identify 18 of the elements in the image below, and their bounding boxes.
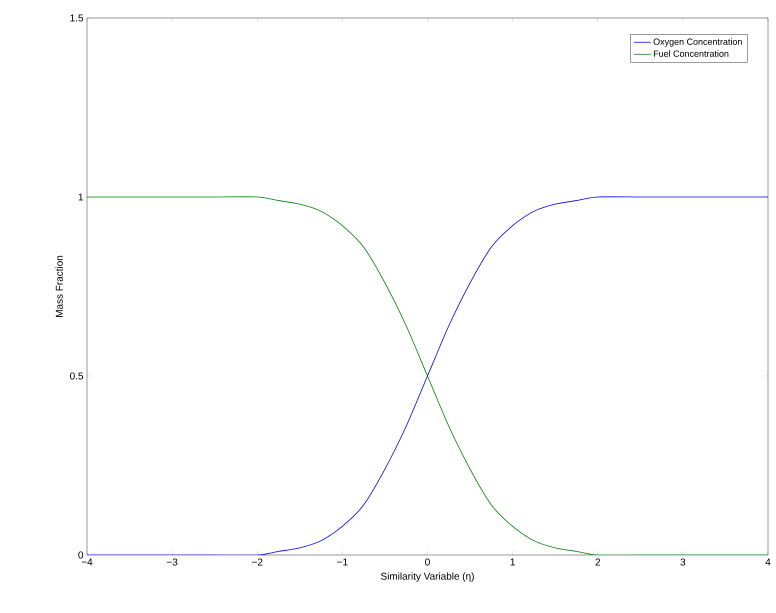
- x-tick-label: 1: [510, 558, 515, 566]
- legend-label: Oxygen Concentration: [654, 38, 742, 47]
- line-series: [87, 196, 768, 555]
- y-axis-title: Mass Fraction: [55, 256, 63, 317]
- x-tick-label: 0: [425, 558, 430, 566]
- x-tick-label: −1: [337, 558, 348, 566]
- x-axis-title: Similarity Variable (η): [380, 572, 474, 582]
- x-tick-label: 4: [765, 558, 770, 566]
- y-tick-label: 1.5: [70, 14, 84, 22]
- x-tick-label: 2: [595, 558, 600, 566]
- y-tick-label: 0: [78, 551, 84, 559]
- x-tick-label: −4: [82, 558, 92, 566]
- x-tick-label: −3: [166, 558, 178, 566]
- y-tick-label: 0.5: [70, 372, 84, 380]
- x-tick-label: −2: [252, 558, 262, 566]
- y-tick-label: 1: [78, 194, 83, 200]
- legend-label: Fuel Concentration: [654, 50, 728, 57]
- x-tick-label: 3: [680, 558, 686, 566]
